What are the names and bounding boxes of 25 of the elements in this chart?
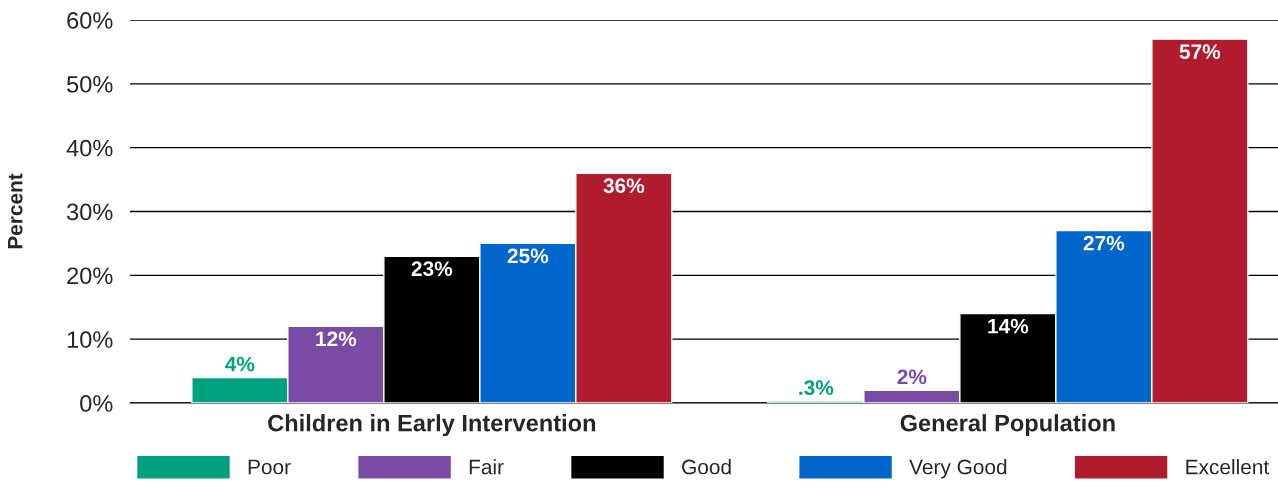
data-label: 36% [603, 178, 645, 194]
legend-label: Good [682, 459, 731, 475]
data-label: 14% [988, 318, 1029, 334]
data-label: .3% [799, 380, 834, 396]
y-tick-label: 20% [67, 267, 113, 285]
data-label: 27% [1083, 235, 1125, 251]
legend-label: Fair [469, 459, 504, 475]
data-label: 2% [897, 369, 927, 385]
x-tick-label: Children in Early Intervention [268, 414, 596, 437]
y-tick-label: 60% [67, 12, 113, 29]
legend-label: Poor [248, 459, 291, 475]
legend-label: Very Good [909, 459, 1007, 479]
data-label: 23% [411, 261, 453, 277]
data-label: 4% [225, 356, 255, 372]
y-tick-label: 40% [66, 139, 113, 157]
y-tick-label: 30% [66, 203, 113, 221]
data-label: 25% [507, 248, 549, 264]
y-axis-title: Percent [8, 173, 23, 249]
data-label: 12% [316, 331, 357, 347]
legend-label: Excellent [1186, 459, 1270, 475]
y-tick-label: 10% [67, 331, 113, 348]
x-tick-label: General Population [900, 414, 1115, 437]
y-tick-label: 50% [67, 75, 113, 93]
data-label: 57% [1179, 44, 1221, 60]
y-tick-label: 0% [80, 395, 113, 412]
